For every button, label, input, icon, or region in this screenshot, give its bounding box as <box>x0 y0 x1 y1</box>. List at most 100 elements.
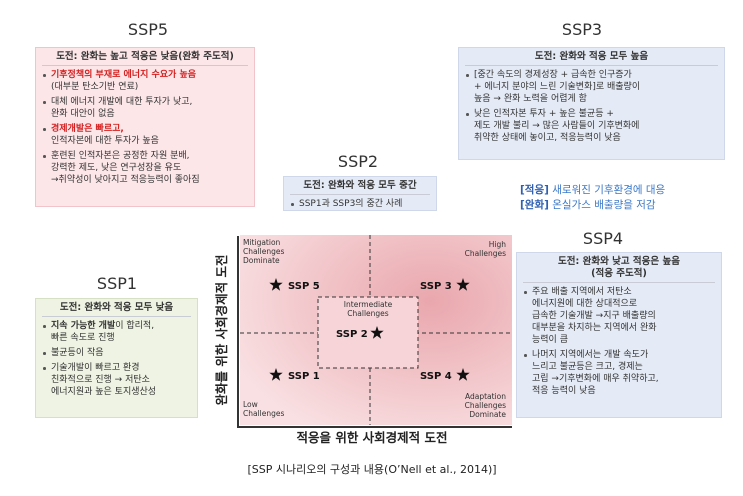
text-segment: 적응 능력이 낮음 <box>532 386 596 396</box>
bullet-line: 에너지원에 대한 상대적으로 <box>532 298 715 310</box>
bullet: 경제개발은 빠르고, 인적자본에 대한 투자가 높음 <box>42 123 248 147</box>
text-segment: 빠른 속도로 진행 <box>51 333 115 343</box>
box-title: SSP4 <box>582 229 624 248</box>
text-segment: 강력한 제도, 낮은 연구성장을 유도 <box>51 163 182 173</box>
center-label: Intermediate <box>344 300 393 309</box>
bullet-line: 친화적으로 진행 → 저탄소 <box>51 374 191 386</box>
bullet: 훈련된 인적자본은 공정한 자원 분배, 강력한 제도, 낮은 연구성장을 유도 →… <box>42 150 248 186</box>
box-title: SSP5 <box>127 20 169 39</box>
bullet-dot <box>43 367 46 370</box>
text-segment: 취약한 상태에 놓이고, 적응능력이 낮음 <box>474 133 621 143</box>
info-box: 도전: 완화와 낮고 적응은 높음 (적응 주도적) 주요 배출 지역에서 저탄소 에… <box>516 252 722 418</box>
header-line: 도전: 완화와 적응 모두 높음 <box>534 51 649 62</box>
text-segment: + 에너지 분야의 느린 기술변화]로 배출량이 <box>474 82 641 92</box>
bullet: 불균등이 작음 <box>42 347 191 359</box>
bullet-line: 훈련된 인적자본은 공정한 자원 분배, <box>51 150 248 162</box>
bullet-line: 제도 개발 불리 → 많은 사람들이 기후변화에 <box>474 120 718 132</box>
bullet-line: 취약한 상태에 놓이고, 적응능력이 낮음 <box>474 132 718 144</box>
box-header: 도전: 완화는 높고 적응은 낮음(완화 주도적) <box>42 51 248 66</box>
text-segment: 나머지 지역에서는 개발 속도가 <box>532 350 649 360</box>
text-segment: 기후정책의 부재로 에너지 수요가 높음 <box>51 70 197 80</box>
bullet-line: 적응 능력이 낮음 <box>532 385 715 397</box>
star <box>456 368 470 381</box>
bullet-dot <box>524 354 527 357</box>
bullet-line: 빠른 속도로 진행 <box>51 332 191 344</box>
bullet-line: 에너지원과 높은 토지생산성 <box>51 386 191 398</box>
text-segment: 에너지원에 대한 상대적으로 <box>532 299 638 309</box>
text-segment: 느리고 불균등은 크고, 경제는 <box>532 362 643 372</box>
info-box: 도전: 완화와 적응 모두 높음 [중간 속도의 경제성장 + 급속한 인구증가 +… <box>458 47 725 160</box>
bullet-dot <box>43 325 46 328</box>
text-segment: SSP1과 SSP3의 중간 사례 <box>299 199 403 209</box>
header-line: (적응 주도적) <box>591 268 647 279</box>
bullet-dot <box>524 291 527 294</box>
text-segment: 불균등이 작음 <box>51 348 104 358</box>
header-line: 도전: 완화는 높고 적응은 낮음(완화 주도적) <box>56 51 234 62</box>
text-segment: 급속한 기술개발 →지구 배출량의 <box>532 311 656 321</box>
bullet-line: 기후정책의 부재로 에너지 수요가 높음 <box>51 69 248 81</box>
bullet-line: 능력이 큼 <box>532 334 715 346</box>
bullet-line: 인적자본에 대한 투자가 높음 <box>51 135 248 147</box>
center-box <box>317 296 419 369</box>
box-header: 도전: 완화와 적응 모두 중간 <box>290 180 430 195</box>
info-box: 도전: 완화는 높고 적응은 낮음(완화 주도적) 기후정책의 부재로 에너지 수… <box>35 47 255 207</box>
bullet-line: 대부분을 차지하는 지역에서 완화 <box>532 322 715 334</box>
bullet-dot <box>291 203 294 206</box>
text-segment: (대부분 탄소기반 연료) <box>51 82 139 92</box>
box-header: 도전: 완화와 낮고 적응은 높음 (적응 주도적) <box>523 256 715 283</box>
box-title: SSP2 <box>337 152 379 171</box>
marker-label: SSP 5 <box>288 281 320 292</box>
info-box: 도전: 완화와 적응 모두 중간 SSP1과 SSP3의 중간 사례 <box>283 176 437 211</box>
legend-text: 온실가스 배출량을 저감 <box>552 199 656 211</box>
text-segment: 이 합리적, <box>115 321 155 331</box>
corner-label: Challenges <box>465 401 506 410</box>
box-title: SSP3 <box>561 20 603 39</box>
text-segment: 경제개발은 빠르고, <box>51 124 124 134</box>
text-segment: 고립 →기후변화에 매우 취약하고, <box>532 374 659 384</box>
box-header: 도전: 완화와 적응 모두 낮음 <box>42 302 191 317</box>
text-segment: 기술개발이 빠르고 환경 <box>51 363 140 373</box>
legend-item: [완화] 온실가스 배출량을 저감 <box>520 197 656 212</box>
header-line: 도전: 완화와 적응 모두 중간 <box>303 180 417 191</box>
caption: [SSP 시나리오의 구성과 내용(O’Nell et al., 2014)] <box>247 463 496 476</box>
bullet-line: 낮은 인적자본 투자 + 높은 불균등 + <box>474 108 718 120</box>
bullet-line: (대부분 탄소기반 연료) <box>51 81 248 93</box>
bullet-line: 고립 →기후변화에 매우 취약하고, <box>532 373 715 385</box>
text-segment: 대부분을 차지하는 지역에서 완화 <box>532 323 657 333</box>
text-segment: 완화 대안이 없음 <box>51 109 115 119</box>
corner-label: High <box>489 240 506 249</box>
bullet: 낮은 인적자본 투자 + 높은 불균등 + 제도 개발 불리 → 많은 사람들이 … <box>465 108 718 144</box>
corner-label: Dominate <box>243 256 280 265</box>
text-segment: 훈련된 인적자본은 공정한 자원 분배, <box>51 151 190 161</box>
bullet-line: 급속한 기술개발 →지구 배출량의 <box>532 310 715 322</box>
text-segment: 인적자본에 대한 투자가 높음 <box>51 136 159 146</box>
marker-label: SSP 2 <box>336 329 368 340</box>
bullet-line: SSP1과 SSP3의 중간 사례 <box>299 198 430 210</box>
star <box>370 326 384 339</box>
text-segment: 높음 → 완화 노력을 어렵게 함 <box>474 94 587 104</box>
bullet: 주요 배출 지역에서 저탄소 에너지원에 대한 상대적으로 급속한 기술개발 →지구… <box>523 286 715 346</box>
bullet: SSP1과 SSP3의 중간 사례 <box>290 198 430 210</box>
bullet-dot <box>43 155 46 158</box>
box-title: SSP1 <box>96 274 138 293</box>
star <box>269 278 283 291</box>
header-line: 도전: 완화와 적응 모두 낮음 <box>59 302 174 313</box>
box-header: 도전: 완화와 적응 모두 높음 <box>465 51 718 66</box>
legend-tag: [적응] <box>520 184 549 196</box>
bullet-line: 경제개발은 빠르고, <box>51 123 248 135</box>
bullet-line: [중간 속도의 경제성장 + 급속한 인구증가 <box>474 69 718 81</box>
bullet: 대체 에너지 개발에 대한 투자가 낮고, 완화 대안이 없음 <box>42 96 248 120</box>
marker-label: SSP 3 <box>420 281 452 292</box>
bullet-line: 완화 대안이 없음 <box>51 108 248 120</box>
text-segment: 제도 개발 불리 → 많은 사람들이 기후변화에 <box>474 121 640 131</box>
center-label: Challenges <box>347 309 388 318</box>
text-segment: 친화적으로 진행 → 저탄소 <box>51 375 150 385</box>
bullet: 기후정책의 부재로 에너지 수요가 높음 (대부분 탄소기반 연료) <box>42 69 248 93</box>
corner-label: Low <box>243 400 258 409</box>
corner-label: Challenges <box>243 409 284 418</box>
bullet-line: 지속 가능한 개발이 합리적, <box>51 320 191 332</box>
bullet-line: 느리고 불균등은 크고, 경제는 <box>532 361 715 373</box>
